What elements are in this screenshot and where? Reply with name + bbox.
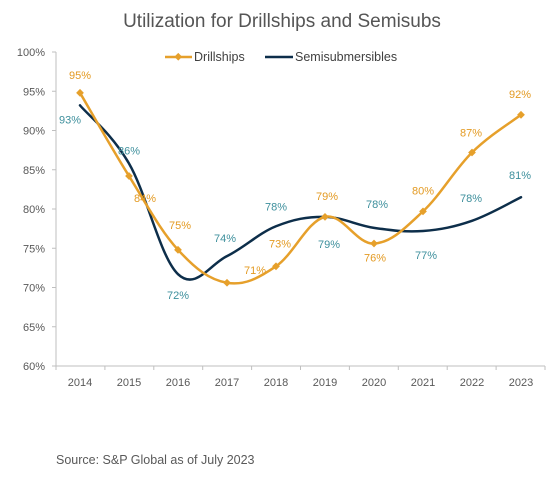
source-note: Source: S&P Global as of July 2023 [56, 453, 255, 467]
data-point-drillships[interactable] [272, 262, 280, 271]
y-tick-label: 95% [23, 86, 45, 98]
x-tick-label: 2023 [509, 377, 533, 389]
legend-marker-drillships [174, 52, 183, 61]
data-label-semisubmersibles: 78% [265, 201, 287, 213]
chart-title: Utilization for Drillships and Semisubs [123, 11, 441, 32]
legend-label-drillships: Drillships [194, 50, 245, 64]
y-tick-label: 70% [23, 283, 45, 295]
series-lines [78, 91, 523, 285]
data-label-drillships: 75% [169, 220, 191, 232]
x-tick-label: 2019 [313, 377, 337, 389]
x-tick-label: 2022 [460, 377, 484, 389]
data-label-drillships: 73% [269, 238, 291, 250]
y-tick-label: 100% [17, 47, 45, 59]
data-point-drillships[interactable] [370, 239, 378, 248]
x-tick-label: 2020 [362, 377, 386, 389]
legend-item-drillships[interactable]: Drillships [165, 50, 245, 64]
data-point-drillships[interactable] [321, 212, 329, 221]
data-label-semisubmersibles: 93% [59, 114, 81, 126]
data-label-semisubmersibles: 78% [460, 193, 482, 205]
data-label-semisubmersibles: 79% [318, 239, 340, 251]
y-tick-label: 80% [23, 204, 45, 216]
x-tick-label: 2015 [117, 377, 141, 389]
data-label-semisubmersibles: 81% [509, 170, 531, 182]
x-tick-label: 2021 [411, 377, 435, 389]
legend-label-semisubmersibles: Semisubmersibles [295, 50, 397, 64]
y-tick-label: 85% [23, 165, 45, 177]
data-label-drillships: 84% [134, 193, 156, 205]
data-point-drillships[interactable] [223, 278, 231, 287]
legend: Drillships Semisubmersibles [165, 50, 397, 64]
data-label-drillships: 71% [244, 265, 266, 277]
data-label-semisubmersibles: 86% [118, 145, 140, 157]
x-tick-label: 2016 [166, 377, 190, 389]
data-label-semisubmersibles: 77% [415, 250, 437, 262]
series-line-drillships [78, 91, 523, 285]
data-label-drillships: 92% [509, 89, 531, 101]
y-tick-label: 90% [23, 126, 45, 138]
data-label-drillships: 76% [364, 253, 386, 265]
legend-item-semisubmersibles[interactable]: Semisubmersibles [265, 50, 397, 64]
data-point-drillships[interactable] [76, 88, 84, 97]
data-label-drillships: 79% [316, 191, 338, 203]
axes: 60% 65% 70% 75% 80% 85% 90% 95% 100% 2014 2015 2016… [17, 47, 546, 389]
y-tick-label: 65% [23, 322, 45, 334]
data-point-drillships[interactable] [517, 110, 525, 119]
x-tick-label: 2014 [68, 377, 92, 389]
x-tick-label: 2017 [215, 377, 239, 389]
data-label-drillships: 95% [69, 70, 91, 82]
y-tick-label: 60% [23, 361, 45, 373]
y-tick-label: 75% [23, 243, 45, 255]
data-label-drillships: 87% [460, 127, 482, 139]
markers [76, 88, 525, 287]
data-label-semisubmersibles: 74% [214, 233, 236, 245]
data-labels: 95% 84% 75% 71% 73% 79% 76% 80% 87% 92% 93% 86% 72% 7… [59, 70, 531, 302]
data-label-drillships: 80% [412, 185, 434, 197]
x-tick-label: 2018 [264, 377, 288, 389]
data-label-semisubmersibles: 72% [167, 290, 189, 302]
data-label-semisubmersibles: 78% [366, 199, 388, 211]
